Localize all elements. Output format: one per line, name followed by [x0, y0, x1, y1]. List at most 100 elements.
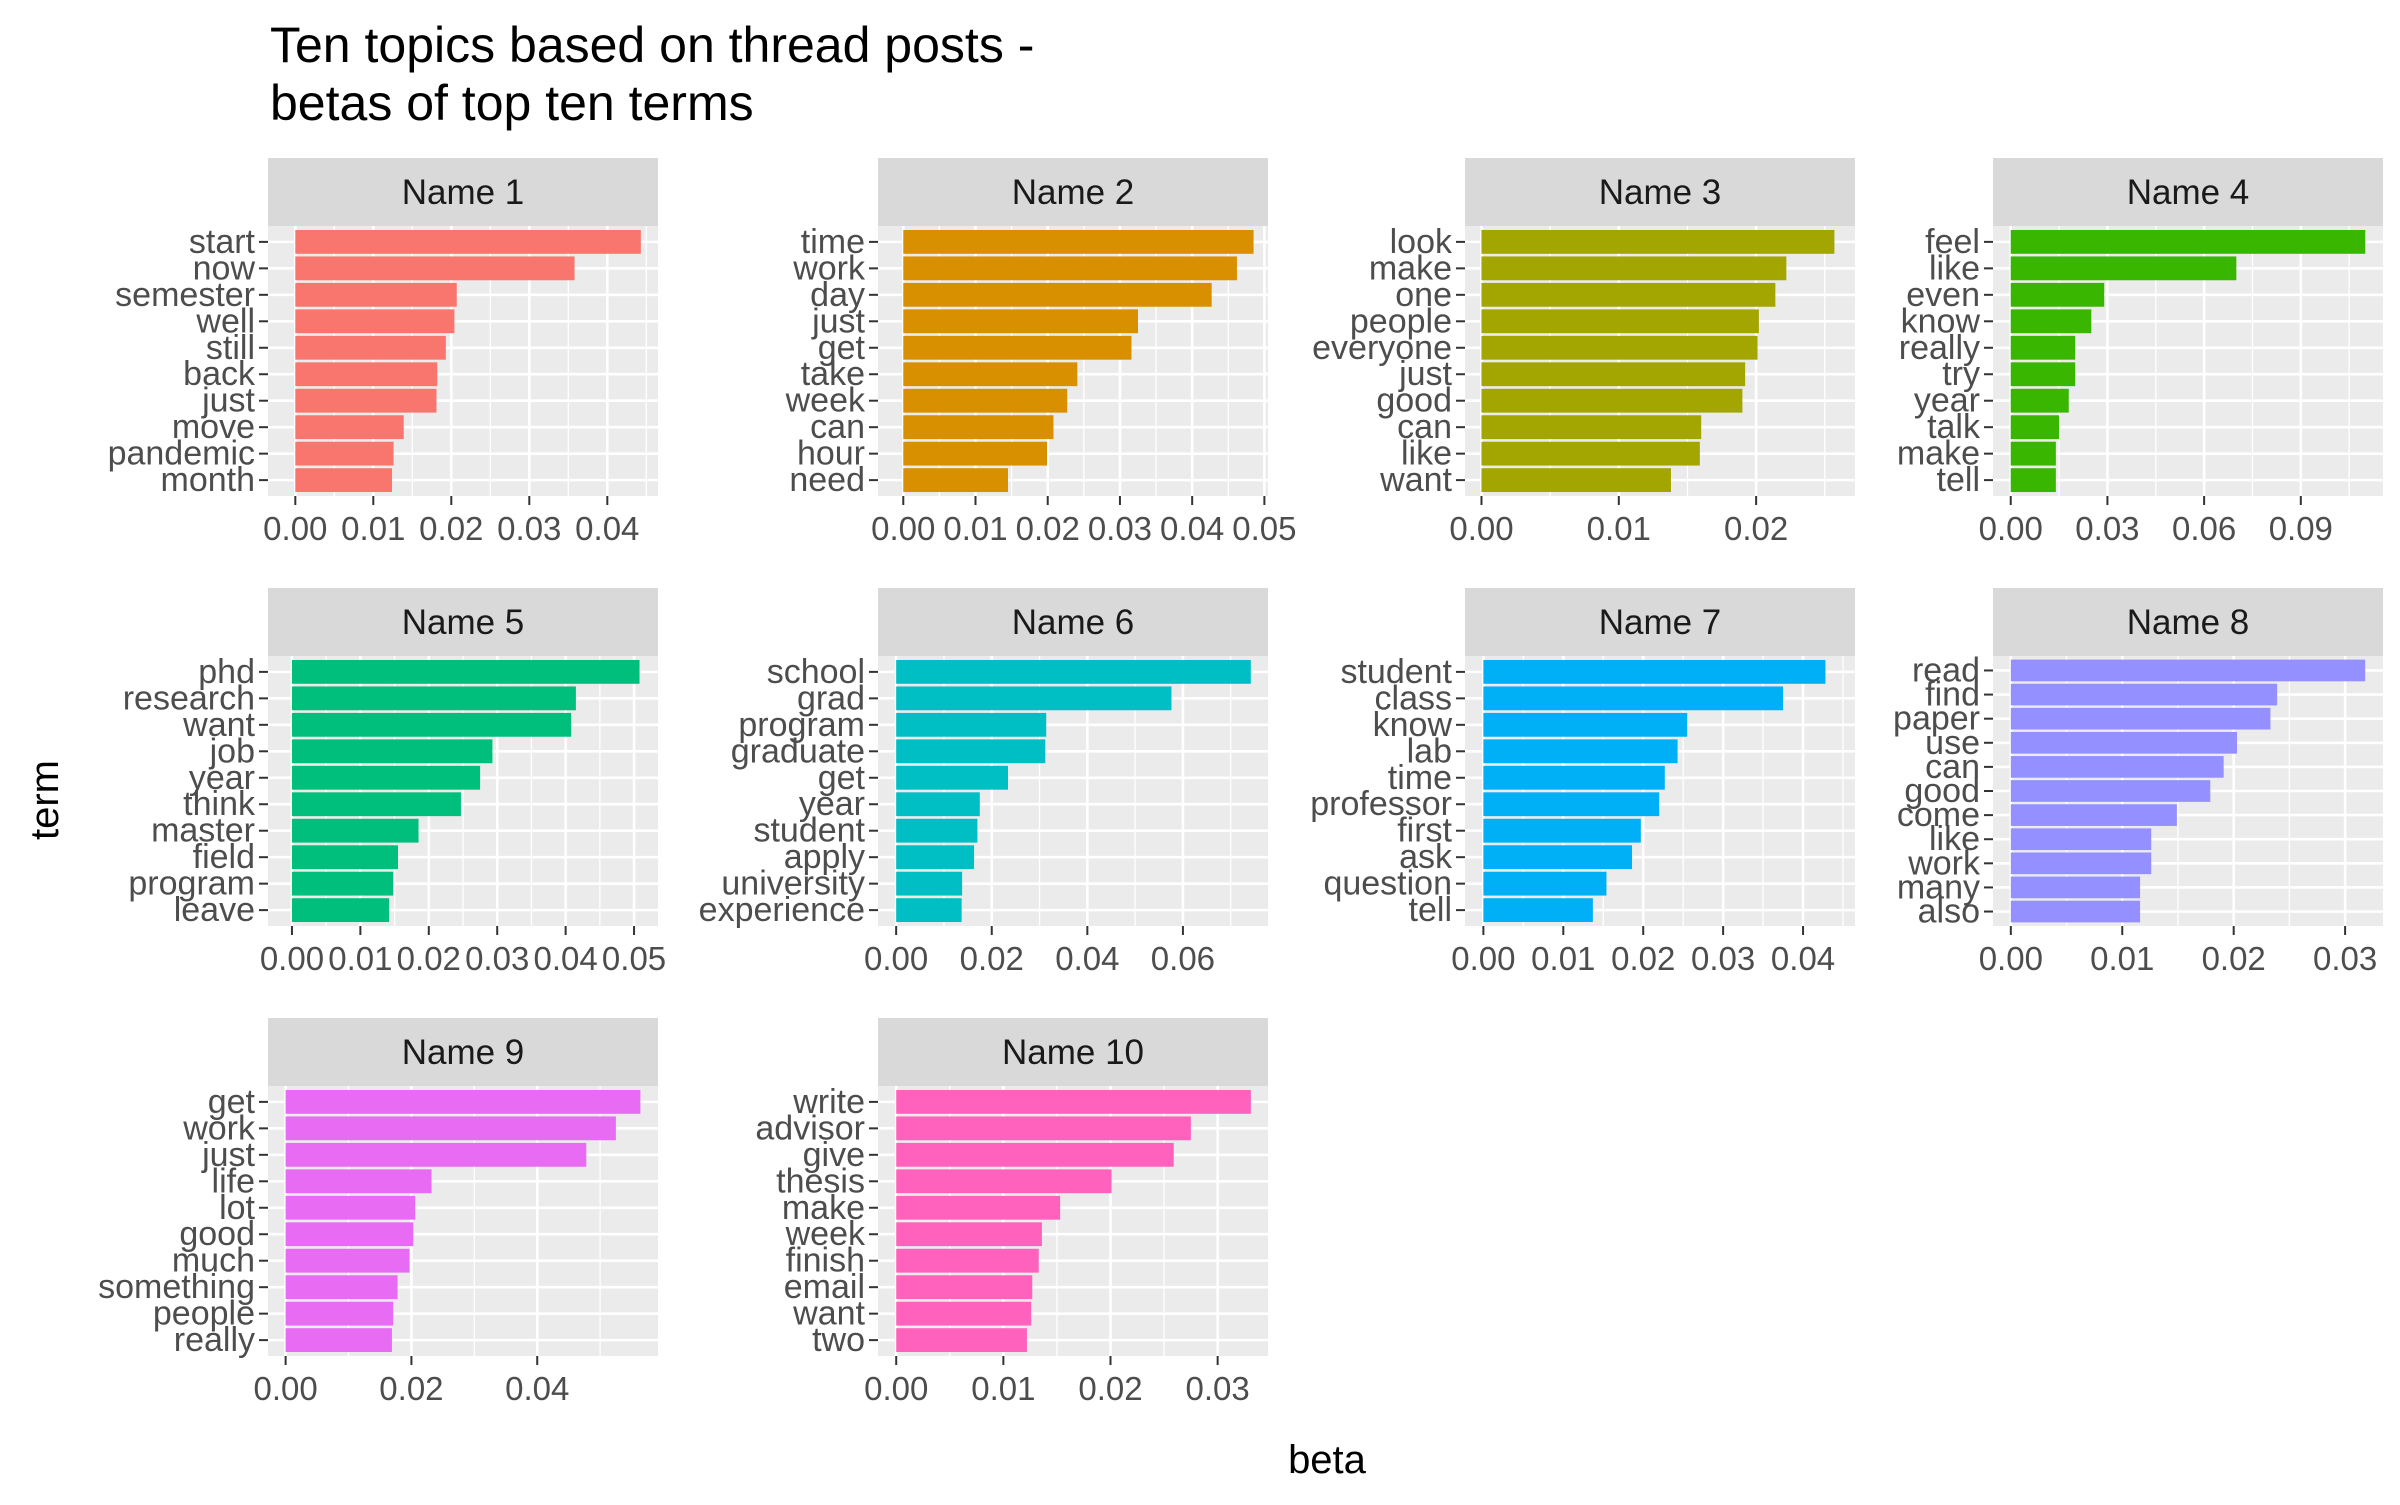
- bar: [896, 898, 962, 923]
- facet-panel: Name 9 getworkjustlifelotgoodmuchsomethin…: [98, 1018, 658, 1407]
- term-label: one: [1395, 276, 1452, 314]
- facet-strip-label: Name 9: [402, 1033, 525, 1072]
- term-label: paper: [1893, 700, 1980, 738]
- bar: [2010, 415, 2060, 440]
- x-tick-label: 0.01: [1531, 940, 1595, 977]
- facet-strip: [878, 158, 1268, 226]
- bar: [896, 739, 1046, 764]
- x-tick-label: 0.03: [1088, 510, 1152, 547]
- x-tick-label: 0.00: [1449, 510, 1513, 547]
- bar: [1483, 898, 1593, 923]
- bar: [2010, 756, 2224, 778]
- term-label: time: [1388, 759, 1452, 797]
- bar: [291, 792, 461, 817]
- bar: [291, 659, 640, 684]
- term-label: start: [189, 223, 256, 261]
- term-label: just: [201, 1136, 255, 1174]
- term-label: email: [784, 1268, 865, 1306]
- bar: [896, 1195, 1061, 1220]
- term-label: think: [183, 785, 256, 823]
- bar: [903, 229, 1254, 254]
- term-label: make: [782, 1189, 865, 1227]
- x-tick-label: 0.09: [2269, 510, 2333, 547]
- chart-title-line-1: Ten topics based on thread posts -: [270, 17, 1034, 73]
- term-label: experience: [699, 891, 865, 929]
- term-label: look: [1390, 223, 1453, 261]
- facet-strip-label: Name 7: [1599, 603, 1722, 642]
- term-label: just: [201, 382, 255, 420]
- bar: [2010, 282, 2105, 307]
- term-label: need: [789, 461, 865, 499]
- bar: [285, 1222, 414, 1247]
- term-label: like: [1401, 435, 1452, 473]
- bar: [1481, 362, 1746, 387]
- term-label: like: [1929, 820, 1980, 858]
- term-label: life: [212, 1162, 255, 1200]
- term-label: tell: [1409, 891, 1452, 929]
- bar: [1481, 282, 1776, 307]
- facet-strip: [1465, 158, 1855, 226]
- facet-strip: [268, 1018, 658, 1086]
- x-tick-label: 0.03: [1186, 1370, 1250, 1407]
- bar: [2010, 468, 2056, 493]
- facet-panels: Name 1startnowsemesterwellstillbackjustm…: [98, 158, 2383, 1407]
- bar: [295, 415, 404, 440]
- facet-panel: Name 8 readfindpaperusecangoodcomelikewor…: [1893, 588, 2383, 977]
- x-tick-label: 0.01: [971, 1370, 1035, 1407]
- term-label: know: [1901, 302, 1981, 340]
- chart-title-line-2: betas of top ten terms: [270, 75, 754, 131]
- bar: [295, 468, 393, 493]
- bar: [896, 1275, 1033, 1300]
- x-tick-label: 0.00: [1979, 940, 2043, 977]
- term-label: also: [1918, 893, 1980, 931]
- x-tick-label: 0.04: [1160, 510, 1224, 547]
- term-label: advisor: [755, 1109, 865, 1147]
- term-label: good: [1376, 382, 1452, 420]
- term-label: can: [1925, 748, 1980, 786]
- term-label: good: [179, 1215, 255, 1253]
- term-label: much: [172, 1242, 255, 1280]
- term-label: can: [1397, 408, 1452, 446]
- bar: [2010, 362, 2076, 387]
- term-label: take: [801, 355, 865, 393]
- facet-strip-label: Name 10: [1002, 1033, 1144, 1072]
- facet-panel: Name 6 schoolgradprogramgraduategetyearst…: [699, 588, 1268, 977]
- bar: [1481, 229, 1835, 254]
- bar: [896, 1248, 1039, 1273]
- term-label: now: [193, 249, 256, 287]
- x-tick-label: 0.00: [864, 1370, 928, 1407]
- term-label: field: [193, 838, 255, 876]
- bar: [295, 282, 457, 307]
- term-label: really: [1899, 329, 1980, 367]
- bar: [2010, 388, 2069, 413]
- term-label: lot: [219, 1189, 255, 1227]
- bar: [295, 441, 394, 466]
- bar: [1483, 871, 1607, 896]
- term-label: month: [161, 461, 256, 499]
- term-label: year: [799, 785, 865, 823]
- bar: [295, 335, 446, 360]
- x-tick-label: 0.03: [2313, 940, 2377, 977]
- x-tick-label: 0.03: [465, 940, 529, 977]
- term-label: read: [1912, 651, 1980, 689]
- bar: [1481, 256, 1787, 281]
- term-label: even: [1906, 276, 1980, 314]
- x-tick-label: 0.02: [419, 510, 483, 547]
- term-label: want: [792, 1295, 865, 1333]
- term-label: phd: [198, 653, 255, 691]
- bar: [1483, 845, 1633, 870]
- bar: [896, 686, 1172, 711]
- facet-strip-label: Name 5: [402, 603, 525, 642]
- x-tick-label: 0.02: [1016, 510, 1080, 547]
- facet-strip: [878, 1018, 1268, 1086]
- bar: [295, 362, 438, 387]
- facet-strip: [878, 588, 1268, 656]
- term-label: like: [1929, 249, 1980, 287]
- x-tick-label: 0.00: [260, 940, 324, 977]
- facet-strip-label: Name 2: [1012, 173, 1135, 212]
- bar: [2010, 441, 2056, 466]
- bar: [903, 415, 1054, 440]
- term-label: get: [818, 329, 866, 367]
- term-label: week: [785, 382, 866, 420]
